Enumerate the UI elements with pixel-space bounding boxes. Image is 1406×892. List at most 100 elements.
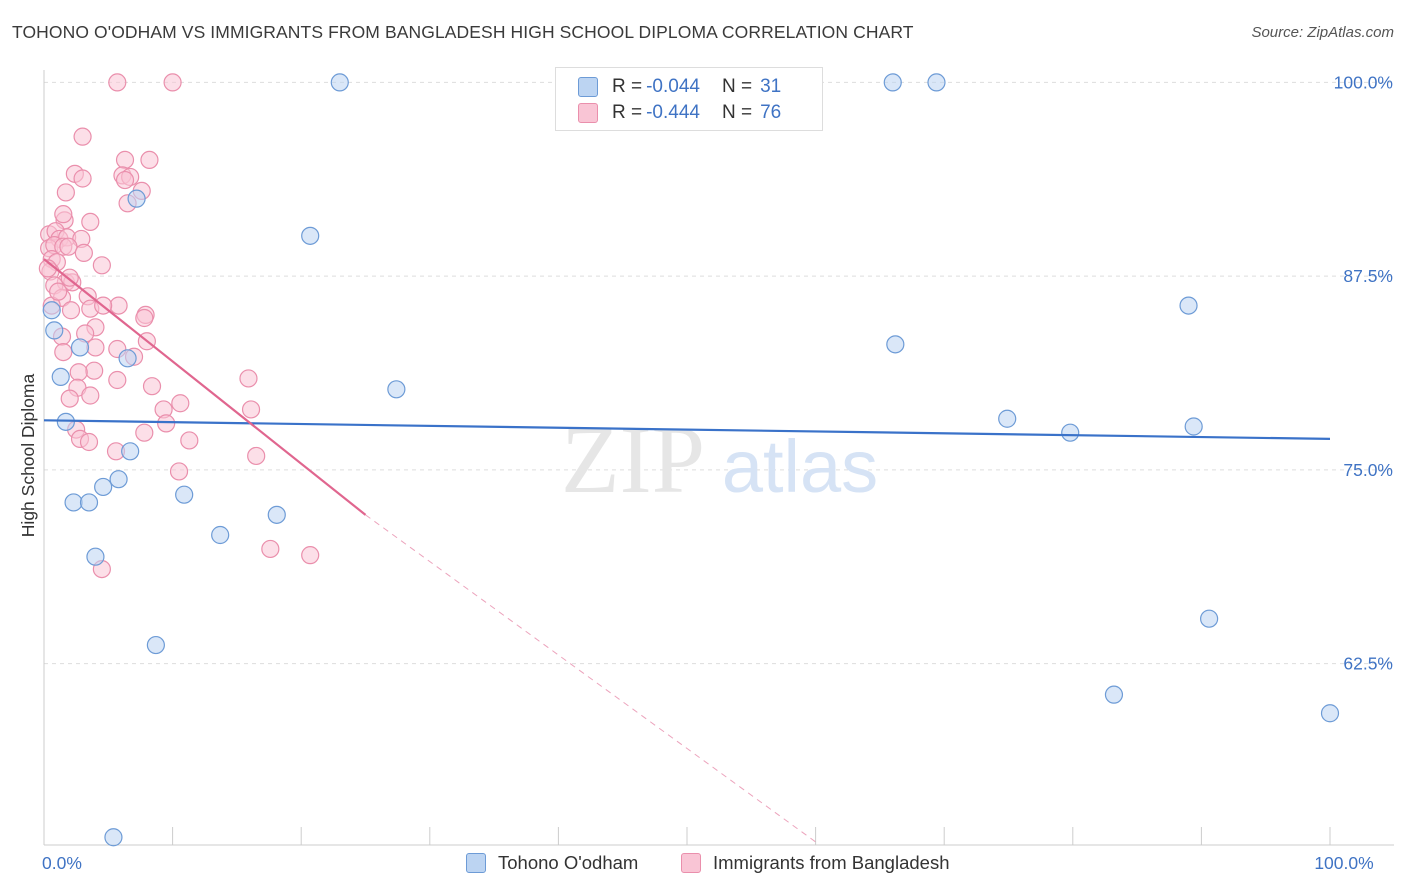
bangladesh-point [108, 73, 127, 92]
tohono-point [1184, 417, 1203, 436]
series-legend: Tohono O'odham Immigrants from Banglades… [0, 852, 1406, 878]
bangladesh-point [54, 205, 73, 224]
tohono-point [1061, 423, 1080, 442]
tohono-point [1179, 296, 1198, 315]
bangladesh-point [140, 150, 159, 169]
tohono-point [121, 442, 140, 461]
tohono-point [886, 335, 905, 354]
stats-row-bangladesh: R = -0.444 N = 76 [578, 101, 781, 125]
x-tick-label: 0.0% [42, 853, 82, 873]
y-tick-label: 100.0% [1334, 72, 1393, 92]
legend-item-tohono[interactable]: Tohono O'odham [466, 852, 638, 874]
chart-title: TOHONO O'ODHAM VS IMMIGRANTS FROM BANGLA… [12, 22, 914, 42]
bangladesh-point [135, 423, 154, 442]
stats-row-tohono: R = -0.044 N = 31 [578, 75, 781, 99]
tohono-point [1320, 704, 1340, 723]
tohono-point [211, 525, 230, 545]
tohono-point [883, 73, 902, 92]
n-label: N = [721, 76, 753, 97]
r-value: -0.444 [646, 102, 700, 123]
bangladesh-point [73, 127, 92, 146]
bangladesh-point [115, 150, 135, 169]
bangladesh-point [241, 400, 261, 419]
tohono-point [42, 301, 61, 320]
bangladesh-point [115, 170, 135, 190]
tohono-point [70, 338, 90, 357]
x-tick-label: 100.0% [1314, 853, 1373, 873]
bangladesh-point [301, 546, 320, 565]
bangladesh-point [157, 414, 176, 433]
watermark: ZIP atlas [561, 406, 878, 513]
bangladesh-point [135, 308, 154, 328]
tohono-point [94, 477, 113, 497]
tohono-point [104, 828, 123, 847]
bangladesh-point [109, 296, 128, 315]
tohono-point [387, 380, 406, 399]
y-tick-label: 62.5% [1343, 654, 1393, 674]
bangladesh-point [163, 73, 182, 92]
tohono-point [1200, 609, 1219, 628]
trend-lines [43, 258, 1331, 843]
tohono-point [127, 189, 146, 208]
bangladesh-point [54, 343, 73, 362]
tohono-point [45, 321, 64, 340]
tick-labels: 100.0% 87.5% 75.0% 62.5% 0.0% 100.0% High Scho… [18, 72, 1393, 873]
n-label: N = [721, 102, 753, 123]
bangladesh-point [239, 369, 258, 388]
bangladesh-point [92, 256, 111, 275]
legend-item-bangladesh[interactable]: Immigrants from Bangladesh [681, 852, 950, 874]
watermark-atlas: atlas [722, 425, 878, 508]
bangladesh-point [81, 212, 100, 231]
stats-legend: R = -0.044 N = 31 R = -0.444 N = 76 [555, 67, 823, 131]
legend-swatch-bangladesh [681, 853, 701, 873]
legend-label-tohono: Tohono O'odham [498, 852, 639, 873]
legend-swatch-tohono [466, 853, 486, 873]
n-value: 31 [760, 76, 782, 97]
bangladesh-point [73, 169, 92, 188]
tohono-point [51, 367, 70, 386]
tohono-trend-line [43, 419, 1331, 440]
tohono-point [56, 412, 75, 431]
r-value: -0.044 [646, 76, 700, 97]
source-credit: Source: ZipAtlas.com [1251, 24, 1394, 41]
bangladesh-point [60, 389, 79, 408]
bangladesh-point [59, 237, 78, 256]
r-label: R = [612, 76, 643, 97]
legend-label-bangladesh: Immigrants from Bangladesh [713, 852, 950, 873]
tohono-point [267, 505, 286, 524]
legend-swatch-tohono [578, 77, 598, 97]
bangladesh-point [169, 462, 189, 481]
bangladesh-point [81, 386, 100, 405]
bangladesh-point [180, 431, 199, 450]
n-value: 76 [760, 102, 782, 123]
tohono-point [175, 485, 194, 504]
axes [43, 70, 1394, 846]
bangladesh-point [49, 282, 68, 301]
tohono-point [79, 493, 99, 512]
data-points [38, 73, 1340, 847]
y-tick-label: 87.5% [1343, 266, 1393, 286]
bangladesh-point [86, 338, 105, 357]
tohono-point [927, 73, 946, 92]
tohono-point [146, 635, 165, 655]
bangladesh-point [261, 539, 280, 559]
tohono-point [1104, 685, 1124, 704]
bangladesh-point [142, 377, 162, 396]
legend-swatch-bangladesh [578, 103, 598, 123]
bangladesh-point [69, 363, 88, 382]
watermark-zip: ZIP [561, 406, 705, 513]
bangladesh-trend-extension [365, 514, 816, 843]
bangladesh-trend-line [43, 258, 367, 516]
tohono-point [109, 470, 128, 489]
bangladesh-point [61, 301, 81, 320]
y-axis-title: High School Diploma [18, 374, 38, 538]
bangladesh-point [56, 183, 75, 202]
bangladesh-point [247, 446, 266, 466]
tohono-point [998, 409, 1017, 428]
tohono-point [118, 349, 137, 368]
r-label: R = [612, 102, 643, 123]
bangladesh-point [79, 432, 99, 452]
tohono-point [64, 493, 83, 512]
tohono-point [86, 547, 105, 566]
